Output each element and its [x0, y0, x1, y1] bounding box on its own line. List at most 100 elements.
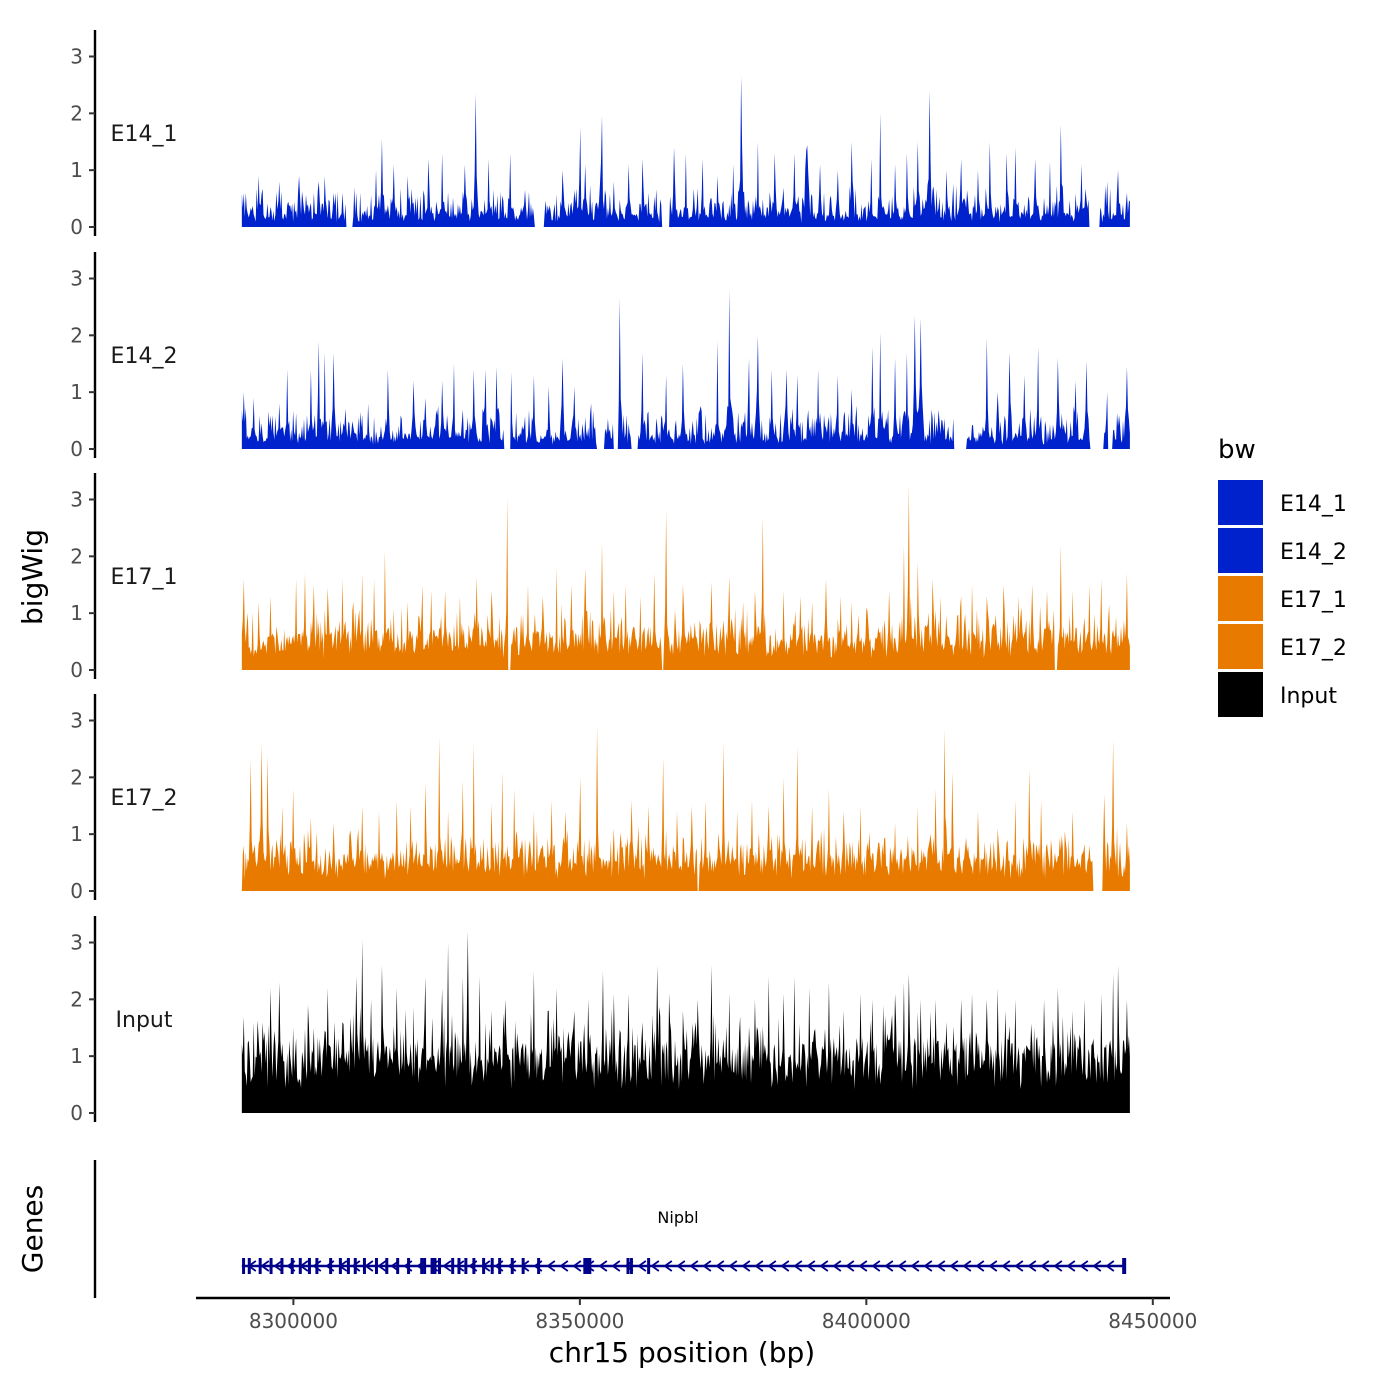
strand-arrow [1092, 1260, 1102, 1272]
strand-arrow [767, 1260, 777, 1272]
strand-arrow [663, 1260, 673, 1272]
panel-e17_2: 0 1 2 3 E17_2 [70, 694, 1130, 903]
exon [647, 1258, 651, 1274]
panel-input: 0 1 2 3 Input [70, 916, 1130, 1125]
y-tick-label: 1 [70, 158, 83, 182]
strand-arrow [689, 1260, 699, 1272]
strand-arrow [741, 1260, 751, 1272]
track-label: E17_2 [111, 786, 178, 811]
legend-label-e17_1: E17_1 [1280, 588, 1347, 613]
signal-area-input [241, 931, 1130, 1113]
exon [362, 1258, 366, 1274]
strand-arrow [273, 1260, 283, 1272]
exon [385, 1258, 389, 1274]
gene-name-label: Nipbl [657, 1208, 698, 1227]
strand-arrow [1105, 1260, 1115, 1272]
y-tick-label: 0 [70, 658, 83, 682]
legend-label-e17_2: E17_2 [1280, 636, 1347, 661]
y-tick-label: 1 [70, 601, 83, 625]
exon [407, 1258, 411, 1274]
exon [438, 1258, 441, 1274]
exon [498, 1258, 502, 1274]
exon [258, 1258, 262, 1274]
y-axis-title: bigWig [16, 529, 49, 625]
strand-arrow [793, 1260, 803, 1272]
strand-arrow [312, 1260, 322, 1272]
strand-arrow [442, 1260, 452, 1272]
strand-arrow [871, 1260, 881, 1272]
x-tick-label: 8350000 [535, 1309, 624, 1333]
signal-area-e14_2 [241, 289, 1130, 449]
exon [298, 1258, 302, 1274]
exon [329, 1258, 333, 1274]
exon [537, 1258, 541, 1274]
exon [521, 1258, 525, 1274]
strand-arrow [650, 1260, 660, 1272]
strand-arrow [598, 1260, 608, 1272]
y-tick-label: 0 [70, 879, 83, 903]
y-tick-label: 0 [70, 437, 83, 461]
exon [247, 1258, 251, 1274]
strand-arrow [975, 1260, 985, 1272]
exon [269, 1258, 273, 1274]
panel-e14_1: 0 1 2 3 E14_1 [70, 30, 1130, 239]
strand-arrow [1040, 1260, 1050, 1272]
strand-arrow [1053, 1260, 1063, 1272]
exon [374, 1258, 378, 1274]
y-tick-label: 3 [70, 709, 83, 733]
track-label: E14_1 [111, 122, 178, 147]
exon [451, 1258, 455, 1274]
gene-nipbl: Nipbl [241, 1208, 1127, 1274]
strand-arrow [949, 1260, 959, 1272]
exon [510, 1258, 514, 1274]
signal-area-e17_1 [241, 485, 1130, 670]
y-tick-label: 2 [70, 544, 83, 568]
strand-arrow [754, 1260, 764, 1272]
exon [290, 1258, 294, 1274]
exon [396, 1258, 400, 1274]
strand-arrow [858, 1260, 868, 1272]
track-label: Input [116, 1008, 173, 1033]
y-tick-label: 2 [70, 101, 83, 125]
exon [464, 1258, 468, 1274]
strand-arrow [1001, 1260, 1011, 1272]
strand-arrow [923, 1260, 933, 1272]
y-tick-label: 2 [70, 765, 83, 789]
y-tick-label: 3 [70, 488, 83, 512]
strand-arrow [715, 1260, 725, 1272]
y-tick-label: 1 [70, 1044, 83, 1068]
track-label: E17_1 [111, 565, 178, 590]
panel-e14_2: 0 1 2 3 E14_2 [70, 252, 1130, 461]
exon [315, 1258, 319, 1274]
strand-arrow [455, 1260, 465, 1272]
exon [433, 1258, 437, 1274]
exon [490, 1258, 494, 1274]
strand-arrow [1066, 1260, 1076, 1272]
signal-panels: 0 1 2 3 E14_1 0 1 2 3 E14_2 0 1 2 3 E17_1 0 1 2 3 E17_2 0 1 2 3… [70, 30, 1130, 1125]
exon [338, 1258, 342, 1274]
strand-arrow [676, 1260, 686, 1272]
exon-wide [583, 1258, 592, 1274]
y-tick-label: 2 [70, 987, 83, 1011]
gene-track-title: Genes [16, 1185, 49, 1273]
legend-swatch-e17_1 [1218, 576, 1263, 621]
legend-label-input: Input [1280, 684, 1337, 709]
y-tick-label: 2 [70, 323, 83, 347]
strand-arrow [1014, 1260, 1024, 1272]
strand-arrow [1027, 1260, 1037, 1272]
y-tick-label: 3 [70, 45, 83, 69]
strand-arrow [806, 1260, 816, 1272]
exon [307, 1258, 311, 1274]
strand-arrow [910, 1260, 920, 1272]
x-axis: 8300000 8350000 8400000 8450000 [196, 1296, 1197, 1333]
strand-arrow [988, 1260, 998, 1272]
legend-label-e14_1: E14_1 [1280, 492, 1347, 517]
exon [629, 1258, 633, 1274]
strand-arrow [884, 1260, 894, 1272]
track-label: E14_2 [111, 344, 178, 369]
strand-arrow [637, 1260, 647, 1272]
exon [280, 1258, 284, 1274]
signal-area-e14_1 [241, 76, 1130, 227]
strand-arrow [845, 1260, 855, 1272]
